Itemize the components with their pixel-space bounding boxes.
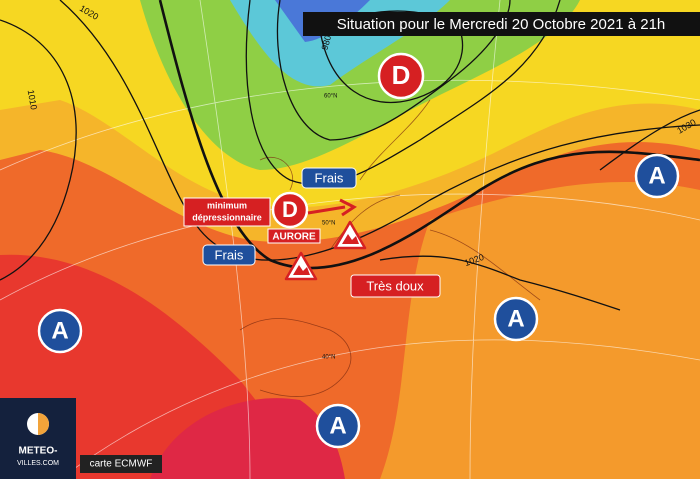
latitude-label: 60°N — [324, 94, 337, 100]
low-center: D — [271, 191, 309, 229]
isobar — [599, 109, 700, 171]
title-box — [303, 12, 700, 36]
isobar — [0, 19, 77, 281]
high-center: A — [493, 296, 539, 342]
very-hot-area — [150, 398, 345, 479]
wind-warning — [333, 220, 367, 250]
cool-tag-text: Frais — [215, 247, 244, 262]
logo-box — [0, 398, 76, 479]
high-symbol: A — [648, 162, 665, 189]
isobar — [379, 255, 621, 311]
low-center: D — [377, 52, 425, 100]
logo-text: METEO- — [19, 446, 58, 457]
high-center: A — [37, 308, 83, 354]
logo-text: VILLES.COM — [17, 460, 59, 467]
cool-tag — [202, 244, 256, 266]
high-symbol: A — [329, 412, 346, 439]
isobar-label: 980 — [320, 34, 334, 51]
wind-warning — [284, 251, 318, 281]
logo-icon — [38, 413, 49, 435]
isobar — [158, 0, 700, 270]
credit-box — [80, 455, 162, 473]
mild-area — [380, 181, 700, 479]
latitude-label: 40°N — [322, 355, 335, 361]
storm-name: AURORE — [272, 232, 316, 243]
credit: carte ECMWF — [90, 459, 153, 470]
low-symbol: D — [282, 197, 298, 222]
isobar — [276, 0, 511, 141]
mild-tag-text: Très doux — [366, 278, 424, 293]
coastline — [239, 99, 541, 397]
cool-tag — [301, 167, 357, 189]
low-symbol: D — [392, 60, 411, 90]
low-note-box — [183, 197, 271, 227]
high-symbol: A — [507, 305, 524, 332]
high-center: A — [315, 403, 361, 449]
low-note-text: minimum — [207, 200, 247, 210]
title: Situation pour le Mercredi 20 Octobre 20… — [337, 16, 666, 33]
green-area — [140, 0, 580, 170]
isobar — [319, 10, 464, 104]
storm-track — [307, 205, 346, 215]
isobar-label: 1010 — [26, 89, 39, 110]
storm-arrow — [339, 198, 357, 217]
mild-tag — [350, 274, 441, 298]
storm-name-box — [267, 228, 321, 244]
latitude-label: 50°N — [322, 221, 335, 227]
cool-tag-text: Frais — [315, 170, 344, 185]
high-symbol: A — [51, 317, 68, 344]
low-note-text: dépressionnaire — [192, 212, 262, 222]
high-center: A — [634, 153, 680, 199]
